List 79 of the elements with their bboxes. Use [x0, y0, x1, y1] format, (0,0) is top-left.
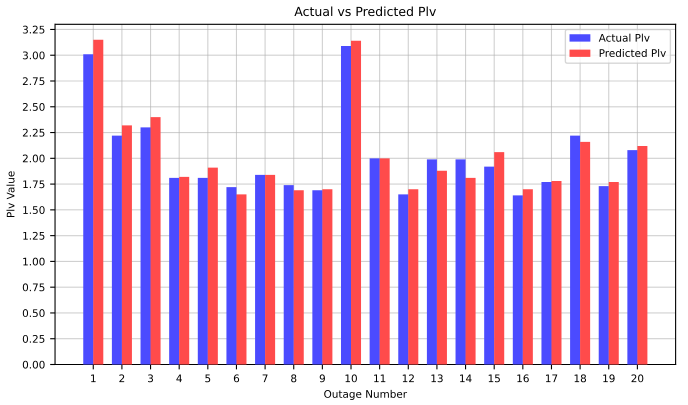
- bar: [83, 54, 94, 364]
- x-tick-label: 20: [632, 374, 644, 382]
- bar: [426, 159, 437, 364]
- x-tick-label: 4: [176, 374, 182, 382]
- x-tick-label: 14: [460, 374, 472, 382]
- x-tick-label: 13: [431, 374, 443, 382]
- bar: [179, 176, 190, 364]
- y-tick-label: 2.75: [22, 77, 44, 86]
- x-tick-label: 2: [119, 374, 124, 382]
- x-tick-label: 5: [205, 374, 210, 382]
- y-tick-label: 1.75: [23, 180, 44, 188]
- bar: [265, 174, 276, 364]
- bar: [580, 142, 590, 364]
- y-tick-label: 2.50: [22, 103, 45, 111]
- y-tick-label: 0.75: [22, 283, 44, 292]
- x-axis-title: Outage Number: [324, 390, 408, 400]
- x-tick-label: 15: [488, 374, 500, 382]
- x-tick-label: 7: [262, 374, 268, 382]
- bar: [294, 190, 304, 364]
- bar: [284, 185, 294, 364]
- bar: [322, 189, 332, 364]
- bar: [351, 40, 362, 364]
- x-tick-label: 6: [234, 374, 240, 382]
- x-tick-label: 17: [546, 374, 558, 382]
- bar: [236, 194, 246, 364]
- y-tick-label: 0.25: [22, 334, 44, 343]
- x-tick-label: 3: [148, 374, 154, 382]
- x-tick-label: 8: [291, 374, 296, 382]
- bar: [380, 158, 390, 364]
- x-tick-label: 12: [402, 374, 414, 382]
- bar: [112, 136, 122, 364]
- bar: [208, 168, 218, 364]
- bar: [226, 187, 236, 364]
- bar: [456, 159, 466, 364]
- y-tick-label: 3.00: [22, 51, 45, 60]
- y-tick-label: 0.00: [22, 360, 45, 369]
- bar: [494, 152, 504, 364]
- x-tick-label: 9: [320, 374, 325, 382]
- bar: [140, 127, 151, 364]
- y-tick-label: 1.25: [23, 232, 44, 240]
- bar: [93, 40, 104, 364]
- x-tick-label: 1: [91, 374, 96, 382]
- bar: [551, 181, 562, 364]
- bar: [608, 182, 619, 364]
- bar: [370, 158, 380, 364]
- bar: [255, 174, 266, 364]
- y-tick-label: 0.50: [22, 309, 45, 318]
- y-tick-label: 1.50: [23, 206, 45, 214]
- legend-label: Actual Plv: [598, 34, 650, 42]
- bar: [541, 182, 552, 364]
- bar: [637, 146, 648, 364]
- x-tick-label: 16: [517, 374, 529, 382]
- chart-title: Actual vs Predicted Plv: [294, 6, 436, 16]
- bar: [122, 125, 132, 364]
- y-axis-title: Plv Value: [6, 171, 15, 218]
- y-tick-label: 3.25: [22, 26, 44, 34]
- bar: [466, 178, 476, 364]
- bar: [512, 195, 523, 364]
- y-tick-label: 1.00: [23, 258, 45, 266]
- legend-label: Predicted Plv: [600, 48, 666, 58]
- x-tick-label: 18: [574, 374, 586, 382]
- bar: [398, 194, 408, 364]
- y-tick-label: 2.25: [22, 128, 44, 137]
- x-tick-label: 10: [346, 374, 357, 382]
- bar: [408, 189, 418, 364]
- bar: [484, 166, 494, 364]
- bar: [598, 186, 609, 364]
- bar: [436, 170, 447, 364]
- bar: [169, 178, 180, 364]
- bar: [198, 178, 208, 364]
- y-tick-label: 2.00: [22, 154, 45, 162]
- x-tick-label: 19: [603, 374, 615, 382]
- bar: [522, 189, 533, 364]
- bar: [340, 46, 352, 364]
- bar: [570, 136, 580, 364]
- bar: [627, 150, 638, 364]
- x-tick-label: 11: [374, 374, 386, 382]
- bar: [150, 117, 161, 364]
- bar: [312, 190, 322, 364]
